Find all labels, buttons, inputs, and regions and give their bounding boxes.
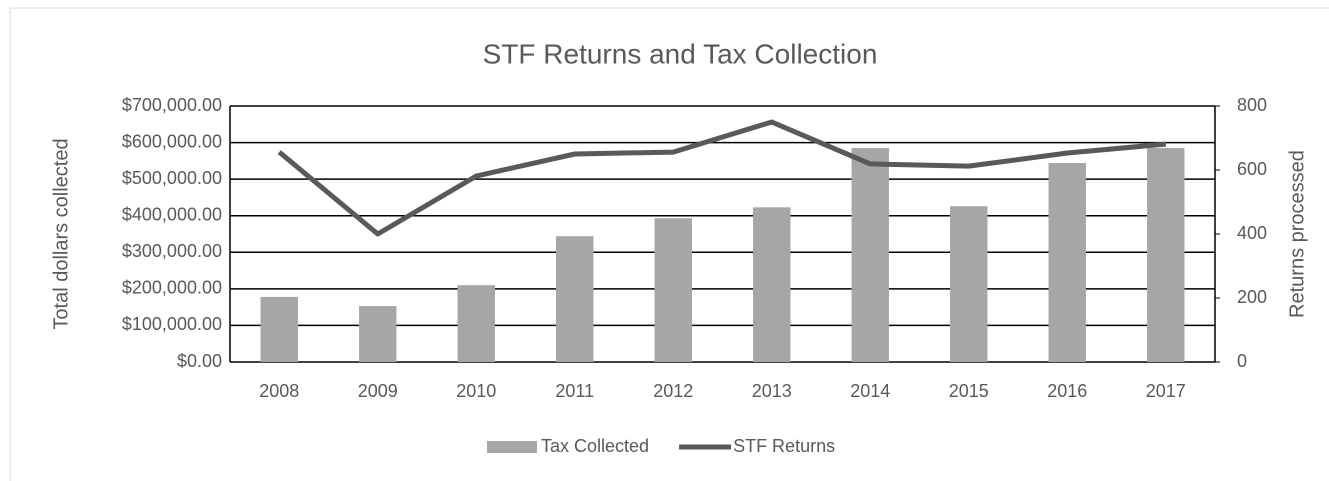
x-tick-label: 2017 <box>1146 381 1186 401</box>
x-tick-label: 2015 <box>949 381 989 401</box>
y-tick-label: $700,000.00 <box>122 95 222 115</box>
x-tick-label: 2016 <box>1047 381 1087 401</box>
chart-title: STF Returns and Tax Collection <box>483 38 878 69</box>
chart-border <box>9 7 1329 481</box>
y-tick-label: $300,000.00 <box>122 241 222 261</box>
y-tick-label: $100,000.00 <box>122 314 222 334</box>
legend-swatch <box>487 441 537 453</box>
y-tick-label: $600,000.00 <box>122 131 222 151</box>
y-tick-label: $400,000.00 <box>122 204 222 224</box>
x-tick-label: 2011 <box>555 381 594 401</box>
y2-axis-title: Returns processed <box>1286 150 1308 318</box>
x-tick-label: 2009 <box>358 381 398 401</box>
line <box>277 119 1166 237</box>
bar <box>556 236 594 362</box>
x-tick-label: 2008 <box>259 381 299 401</box>
y-tick-label: $500,000.00 <box>122 168 222 188</box>
y-axis-title: Total dollars collected <box>50 138 72 329</box>
bar <box>457 285 495 362</box>
x-tick-label: 2012 <box>653 381 693 401</box>
bar <box>260 296 298 362</box>
x-tick-label: 2010 <box>456 381 496 401</box>
bar <box>950 206 988 362</box>
legend-label: Tax Collected <box>541 436 649 456</box>
bar <box>654 218 692 362</box>
y-tick-label: $200,000.00 <box>122 278 222 298</box>
legend-label: STF Returns <box>733 436 835 456</box>
x-tick-label: 2014 <box>850 381 890 401</box>
y2-tick-label: 600 <box>1237 159 1267 179</box>
y2-tick-label: 800 <box>1237 95 1267 115</box>
bar <box>1048 163 1086 362</box>
y2-tick-label: 400 <box>1237 223 1267 243</box>
bar <box>359 306 397 362</box>
y2-tick-label: 200 <box>1237 287 1267 307</box>
bar <box>851 148 889 362</box>
x-tick-label: 2013 <box>752 381 792 401</box>
y-tick-label: $0.00 <box>177 351 222 371</box>
bar <box>753 207 791 362</box>
y2-tick-label: 0 <box>1237 351 1247 371</box>
bar <box>1147 148 1185 362</box>
